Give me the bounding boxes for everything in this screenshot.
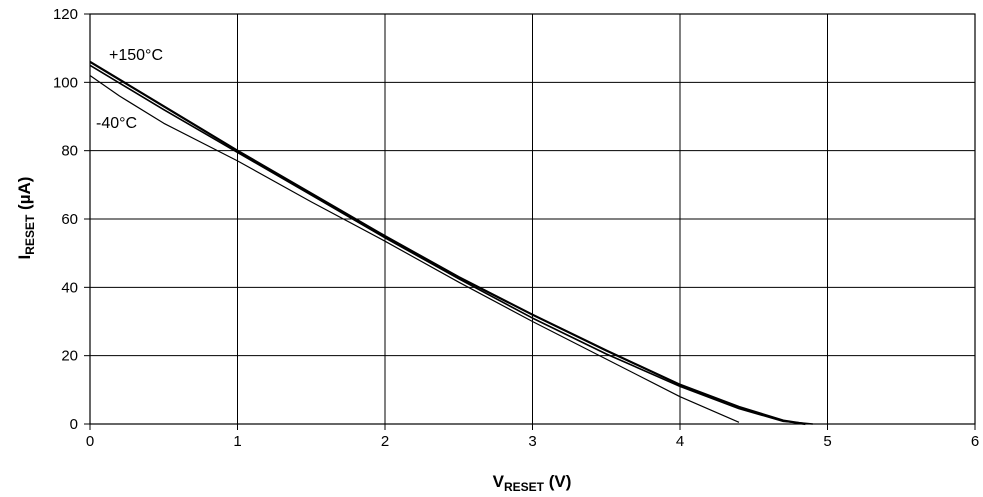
series-line-3 — [89, 75, 740, 423]
x-tick-label: 1 — [233, 433, 241, 450]
y-axis-title: IRESET (µA) — [15, 177, 37, 260]
y-axis-title-sub: RESET — [23, 214, 37, 255]
x-tick-label: 3 — [528, 433, 536, 450]
x-tick-label: 4 — [676, 433, 684, 450]
y-axis-title-unit: (µA) — [15, 177, 34, 215]
y-tick-label: 40 — [61, 279, 78, 296]
plot-lines — [89, 60, 813, 426]
x-tick-label: 6 — [971, 433, 979, 450]
y-tick-label: 60 — [61, 211, 78, 228]
y-tick-label: 20 — [61, 348, 78, 365]
x-tick-label: 2 — [381, 433, 389, 450]
x-tick-label: 0 — [86, 433, 94, 450]
annotation-minus-40c: -40°C — [96, 115, 137, 132]
y-axis-title-main: I — [15, 255, 34, 260]
y-tick-label: 80 — [61, 143, 78, 160]
x-axis-title-unit: (V) — [544, 472, 571, 491]
x-axis-title-sub: RESET — [504, 480, 545, 494]
y-tick-label: 120 — [53, 6, 78, 23]
plot-frame — [89, 13, 976, 425]
x-axis-title-main: V — [493, 472, 505, 491]
annotation-plus-150c: +150°C — [109, 47, 163, 64]
x-tick-label: 5 — [823, 433, 831, 450]
series-line-2 — [89, 64, 813, 425]
series-line-1 — [89, 60, 806, 426]
grid — [84, 13, 976, 430]
y-tick-label: 100 — [53, 74, 78, 91]
x-axis-title: VRESET (V) — [493, 472, 572, 494]
y-tick-label: 0 — [70, 416, 78, 433]
